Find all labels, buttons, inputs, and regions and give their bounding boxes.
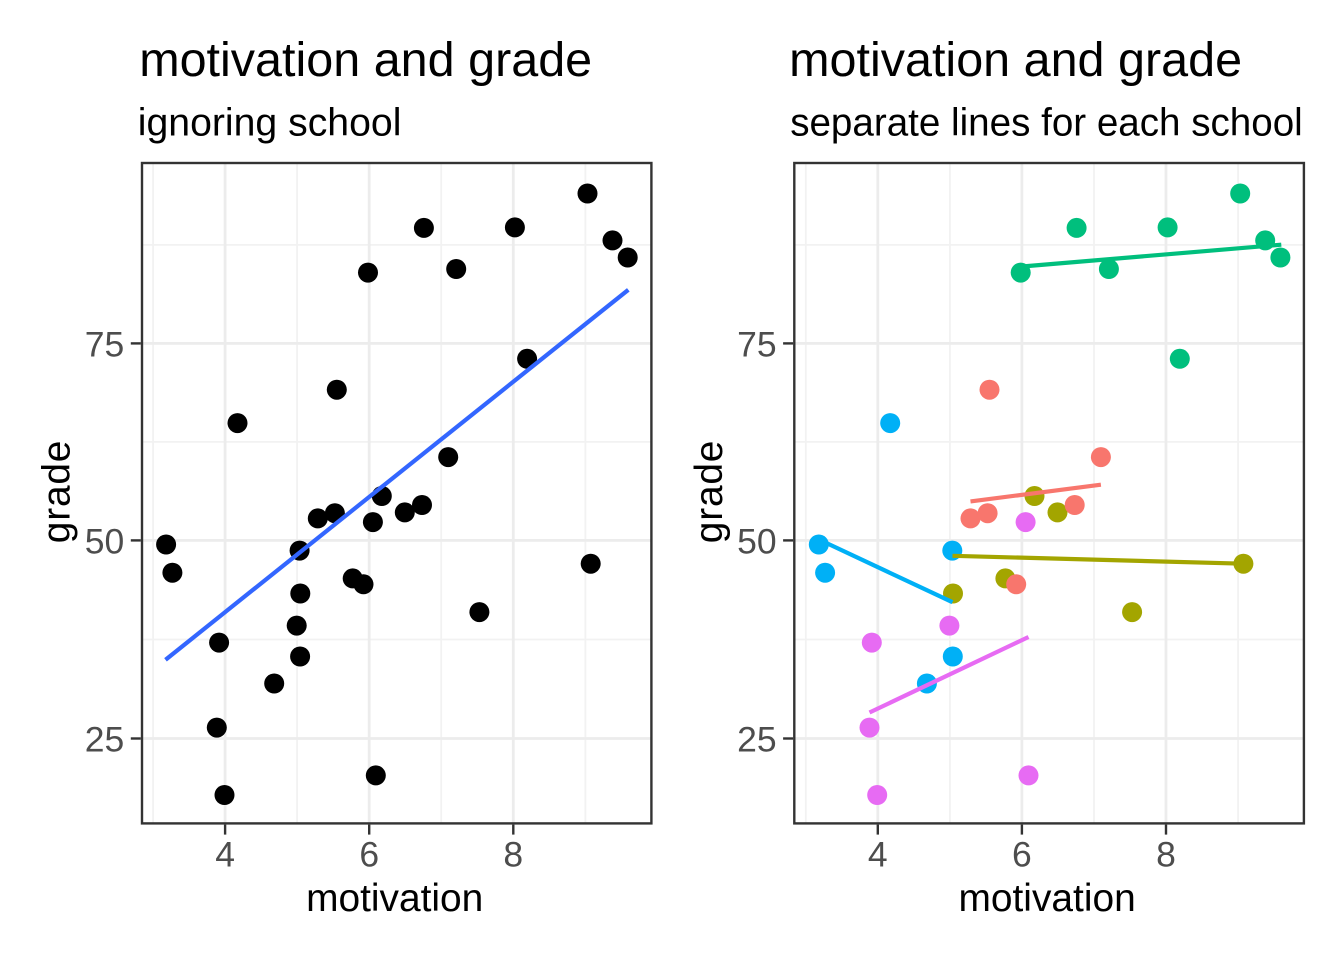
svg-text:motivation and grade: motivation and grade (789, 33, 1242, 87)
svg-text:grade: grade (688, 440, 731, 543)
svg-text:25: 25 (737, 720, 777, 760)
svg-text:motivation: motivation (306, 877, 483, 920)
svg-text:25: 25 (85, 720, 125, 760)
svg-text:separate lines for each school: separate lines for each school (790, 101, 1303, 144)
svg-text:motivation and grade: motivation and grade (139, 33, 592, 87)
svg-text:4: 4 (868, 835, 888, 875)
svg-text:8: 8 (503, 835, 523, 875)
svg-text:4: 4 (215, 835, 235, 875)
svg-text:75: 75 (737, 324, 777, 364)
svg-text:motivation: motivation (958, 877, 1135, 920)
svg-text:grade: grade (36, 440, 79, 543)
svg-text:ignoring school: ignoring school (138, 101, 402, 144)
svg-text:6: 6 (359, 835, 379, 875)
svg-text:8: 8 (1156, 835, 1176, 875)
svg-text:75: 75 (85, 324, 125, 364)
svg-text:50: 50 (85, 521, 125, 561)
svg-text:50: 50 (737, 521, 777, 561)
svg-text:6: 6 (1012, 835, 1032, 875)
